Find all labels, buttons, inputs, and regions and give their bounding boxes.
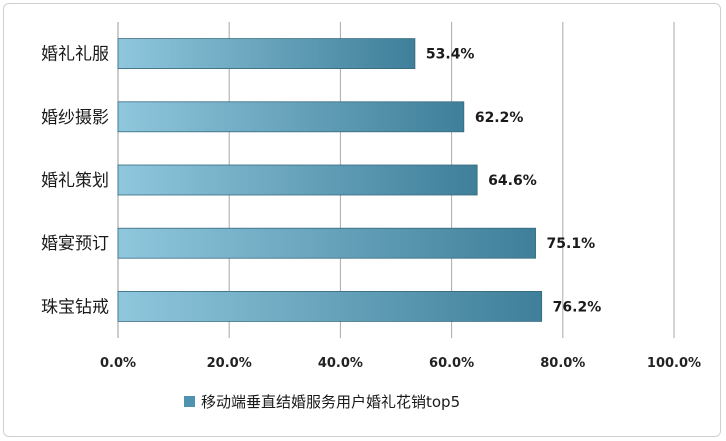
x-tick-label: 40.0% [318, 356, 363, 371]
category-label: 婚纱摄影 [41, 108, 109, 128]
category-label: 婚宴预订 [41, 234, 109, 254]
x-tick-labels: 0.0% 20.0% 40.0% 60.0% 80.0% 100.0% [100, 356, 701, 371]
value-labels: 53.4% 62.2% 64.6% 75.1% 76.2% [426, 47, 601, 316]
data-label: 62.2% [475, 110, 524, 126]
bar [117, 164, 478, 196]
data-label: 75.1% [547, 236, 596, 252]
category-label: 婚礼策划 [41, 171, 109, 191]
data-label: 53.4% [426, 47, 475, 63]
legend-label: 移动端垂直结婚服务用户婚礼花销top5 [201, 393, 460, 411]
x-tick-label: 100.0% [647, 356, 701, 371]
grid-lines [117, 22, 675, 338]
data-label: 64.6% [488, 173, 537, 189]
x-tick-label: 0.0% [100, 356, 136, 371]
legend: 移动端垂直结婚服务用户婚礼花销top5 [184, 393, 460, 411]
chart-frame [3, 3, 721, 437]
bar [117, 290, 543, 322]
category-label: 婚礼礼服 [41, 45, 109, 65]
x-tick-label: 20.0% [207, 356, 252, 371]
bar [117, 101, 465, 133]
bars [117, 38, 543, 322]
x-tick-label: 80.0% [540, 356, 585, 371]
category-label: 珠宝钻戒 [41, 297, 109, 317]
x-tick-label: 60.0% [429, 356, 474, 371]
bar [117, 38, 416, 69]
bar [117, 227, 536, 259]
data-label: 76.2% [553, 299, 602, 315]
legend-swatch [184, 396, 195, 407]
